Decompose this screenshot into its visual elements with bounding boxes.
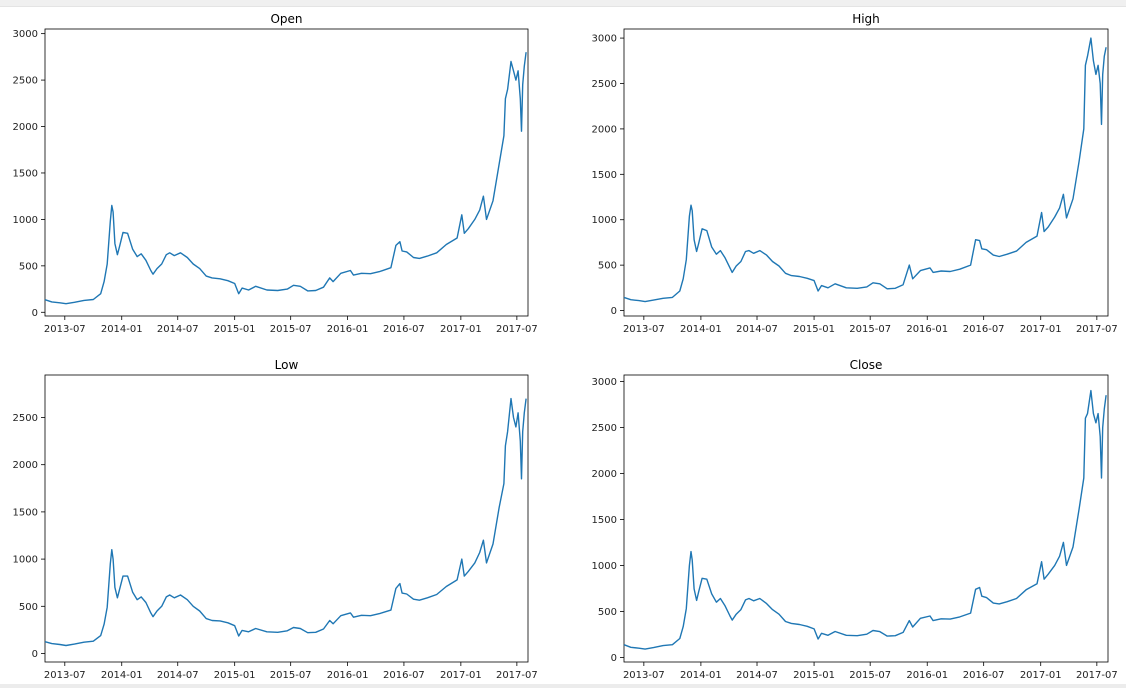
chart-title: Open	[270, 12, 302, 26]
x-tick-label: 2015-01	[214, 670, 256, 681]
x-tick-label: 2014-07	[736, 670, 778, 681]
y-tick-label: 1000	[13, 555, 38, 566]
x-tick-label: 2013-07	[623, 670, 665, 681]
x-tick-label: 2016-07	[963, 324, 1005, 335]
chart-title: High	[852, 12, 880, 26]
x-tick-label: 2017-01	[1020, 324, 1062, 335]
chart-title: Close	[850, 358, 883, 372]
y-tick-label: 2500	[13, 413, 38, 424]
x-tick-label: 2017-01	[1020, 670, 1062, 681]
x-tick-label: 2016-01	[327, 324, 369, 335]
x-tick-label: 2013-07	[623, 324, 665, 335]
x-tick-label: 2014-01	[680, 324, 722, 335]
x-tick-label: 2015-01	[793, 670, 835, 681]
y-tick-label: 3000	[592, 34, 617, 45]
y-tick-label: 500	[19, 602, 38, 613]
y-tick-label: 0	[611, 306, 617, 317]
y-tick-label: 3000	[13, 29, 38, 40]
x-tick-label: 2016-07	[963, 670, 1005, 681]
x-tick-label: 2014-01	[101, 324, 143, 335]
y-tick-label: 1500	[592, 515, 617, 526]
y-tick-label: 500	[598, 607, 617, 618]
x-tick-label: 2014-07	[736, 324, 778, 335]
window-top-bar	[0, 0, 1126, 7]
y-tick-label: 1000	[592, 215, 617, 226]
y-tick-label: 2000	[592, 469, 617, 480]
x-tick-label: 2017-07	[1076, 324, 1118, 335]
series-line	[623, 389, 1107, 650]
x-tick-label: 2015-07	[270, 324, 312, 335]
plot-frame	[44, 28, 529, 317]
y-tick-label: 1000	[592, 561, 617, 572]
series-line	[44, 52, 527, 305]
series-line	[44, 397, 527, 647]
x-tick-label: 2014-07	[157, 324, 199, 335]
plot-frame	[44, 374, 529, 663]
y-tick-label: 500	[598, 261, 617, 272]
subplot-high: High 2013-07 2014-01 2014-07 2015-01 2015-07 2…	[592, 12, 1118, 335]
x-tick-label: 2014-01	[101, 670, 143, 681]
y-tick-label: 0	[32, 649, 38, 660]
x-tick-label: 2015-01	[793, 324, 835, 335]
y-tick-label: 2500	[592, 423, 617, 434]
y-tick-label: 2000	[13, 122, 38, 133]
x-tick-label: 2015-07	[849, 324, 891, 335]
x-tick-label: 2014-07	[157, 670, 199, 681]
x-tick-label: 2015-07	[270, 670, 312, 681]
x-tick-label: 2016-01	[906, 670, 948, 681]
x-tick-label: 2013-07	[44, 324, 86, 335]
x-tick-label: 2016-01	[906, 324, 948, 335]
y-tick-label: 2000	[13, 460, 38, 471]
x-tick-label: 2015-01	[214, 324, 256, 335]
y-tick-label: 0	[32, 308, 38, 319]
y-tick-label: 2500	[13, 76, 38, 87]
x-tick-label: 2017-07	[496, 324, 538, 335]
subplot-close: Close 2013-07 2014-01 2014-07 2015-01 2015-07…	[592, 358, 1118, 681]
chart-title: Low	[275, 358, 299, 372]
x-tick-label: 2013-07	[44, 670, 86, 681]
y-tick-label: 1500	[592, 170, 617, 181]
x-tick-label: 2016-07	[383, 324, 425, 335]
y-tick-label: 2500	[592, 79, 617, 90]
window-bottom-bar	[0, 684, 1126, 688]
x-tick-label: 2016-01	[327, 670, 369, 681]
x-tick-label: 2016-07	[383, 670, 425, 681]
series-line	[623, 37, 1107, 303]
subplot-open: Open 2013-07 2014-01 2014-07 2015-01 2015-07 2…	[13, 12, 538, 335]
plot-frame	[623, 28, 1109, 317]
plot-frame	[623, 374, 1109, 663]
subplot-low: Low 2013-07 2014-01 2014-07 2015-01 2015-07 20…	[13, 358, 538, 681]
y-tick-label: 0	[611, 653, 617, 664]
y-tick-label: 3000	[592, 377, 617, 388]
x-tick-label: 2017-01	[440, 324, 482, 335]
x-tick-label: 2015-07	[849, 670, 891, 681]
y-tick-label: 2000	[592, 124, 617, 135]
y-tick-label: 1500	[13, 507, 38, 518]
x-tick-label: 2017-07	[1076, 670, 1118, 681]
x-tick-label: 2017-01	[440, 670, 482, 681]
x-tick-label: 2014-01	[680, 670, 722, 681]
x-tick-label: 2017-07	[496, 670, 538, 681]
y-tick-label: 1500	[13, 168, 38, 179]
y-tick-label: 1000	[13, 215, 38, 226]
y-tick-label: 500	[19, 261, 38, 272]
